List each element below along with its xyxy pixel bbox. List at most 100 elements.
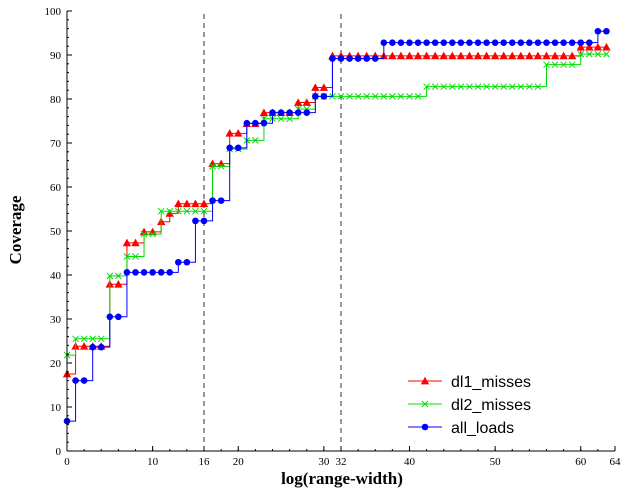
x-marker-stroke: [526, 83, 533, 91]
triangle-marker: [199, 199, 209, 208]
triangle-marker: [302, 98, 311, 106]
triangle-marker: [516, 51, 526, 60]
x-marker-stroke: [363, 93, 371, 100]
y-tick-label: 100: [45, 6, 62, 18]
x-tick-label: 20: [233, 456, 245, 468]
triangle-marker: [550, 51, 560, 60]
x-marker: [457, 83, 465, 91]
triangle-marker: [525, 51, 534, 60]
x-marker-stroke: [72, 335, 79, 343]
triangle-marker: [148, 227, 157, 236]
reference-lines: [203, 14, 342, 451]
circle-marker: [294, 109, 302, 116]
x-marker: [389, 93, 396, 100]
x-marker-stroke: [380, 93, 388, 100]
x-marker: [543, 61, 550, 69]
x-marker-stroke: [500, 83, 508, 91]
circle-marker: [577, 39, 585, 46]
circle-marker: [312, 93, 319, 100]
triangle-marker: [174, 199, 183, 208]
circle-marker: [551, 39, 559, 46]
x-marker-stroke: [217, 162, 225, 170]
triangle-marker: [567, 51, 577, 60]
x-marker: [192, 207, 199, 215]
x-marker-stroke: [414, 93, 422, 100]
triangle-marker: [420, 376, 430, 385]
circle-marker: [260, 119, 268, 127]
x-marker-stroke: [397, 93, 405, 100]
triangle-marker: [482, 51, 491, 60]
x-marker-stroke: [543, 61, 550, 69]
x-marker-stroke: [209, 162, 216, 170]
x-marker: [406, 93, 413, 100]
x-marker: [551, 61, 559, 69]
x-marker: [89, 335, 97, 343]
x-marker: [448, 83, 456, 91]
circle-marker: [226, 144, 233, 152]
circle-marker: [406, 39, 413, 46]
y-tick-label: 50: [50, 226, 62, 238]
circle-marker: [594, 27, 602, 35]
x-marker-stroke: [80, 335, 88, 343]
x-marker: [217, 162, 225, 170]
x-marker-stroke: [423, 83, 430, 91]
x-marker: [483, 83, 490, 91]
triangle-marker: [79, 342, 89, 350]
x-tick-label: 30: [318, 456, 330, 468]
circle-marker: [517, 39, 525, 46]
triangle-marker: [422, 51, 431, 60]
x-marker: [123, 253, 131, 260]
circle-marker: [397, 39, 405, 46]
triangle-marker: [388, 51, 397, 60]
x-marker: [371, 93, 379, 100]
triangle-marker: [508, 51, 517, 60]
x-marker-stroke: [448, 83, 456, 91]
y-tick-label: 90: [50, 50, 62, 62]
circle-marker: [389, 39, 396, 46]
x-marker: [157, 207, 165, 215]
triangle-marker: [114, 280, 123, 288]
x-marker: [354, 93, 362, 100]
circle-marker: [234, 144, 242, 152]
y-tick-label: 0: [56, 446, 62, 458]
y-tick-label: 70: [50, 138, 62, 150]
x-marker-stroke: [594, 50, 602, 58]
x-marker-stroke: [406, 93, 413, 100]
triangle-marker: [131, 238, 140, 247]
x-marker-stroke: [457, 83, 465, 91]
x-marker-stroke: [440, 83, 448, 91]
x-marker: [252, 137, 259, 144]
circle-marker: [474, 39, 482, 46]
x-marker: [568, 61, 576, 69]
y-tick-label: 30: [50, 314, 62, 326]
series-dl2-misses: [63, 50, 610, 359]
circle-marker: [440, 39, 448, 46]
x-marker: [534, 83, 542, 91]
y-tick-label: 60: [50, 182, 62, 194]
x-marker-stroke: [389, 93, 396, 100]
circle-marker: [568, 39, 576, 46]
circle-marker: [192, 217, 199, 225]
x-marker: [183, 207, 191, 215]
x-marker: [431, 83, 439, 91]
legend-label: all_loads: [451, 420, 514, 437]
x-marker-stroke: [568, 61, 576, 69]
circle-marker: [80, 377, 88, 384]
triangle-marker: [311, 83, 320, 91]
x-marker-stroke: [140, 230, 148, 238]
triangle-marker: [473, 51, 483, 60]
x-marker-stroke: [551, 61, 559, 69]
x-marker-stroke: [371, 93, 379, 100]
x-marker-stroke: [585, 50, 593, 58]
triangle-marker: [139, 227, 149, 236]
x-marker-stroke: [286, 115, 293, 123]
x-marker-stroke: [106, 272, 114, 280]
triangle-marker: [576, 42, 585, 51]
circle-marker: [449, 39, 456, 46]
x-marker: [200, 207, 208, 215]
triangle-marker: [585, 42, 594, 51]
x-tick-label: 40: [404, 456, 416, 468]
triangle-marker: [191, 199, 200, 208]
circle-marker: [346, 55, 353, 62]
x-marker-stroke: [277, 115, 285, 123]
